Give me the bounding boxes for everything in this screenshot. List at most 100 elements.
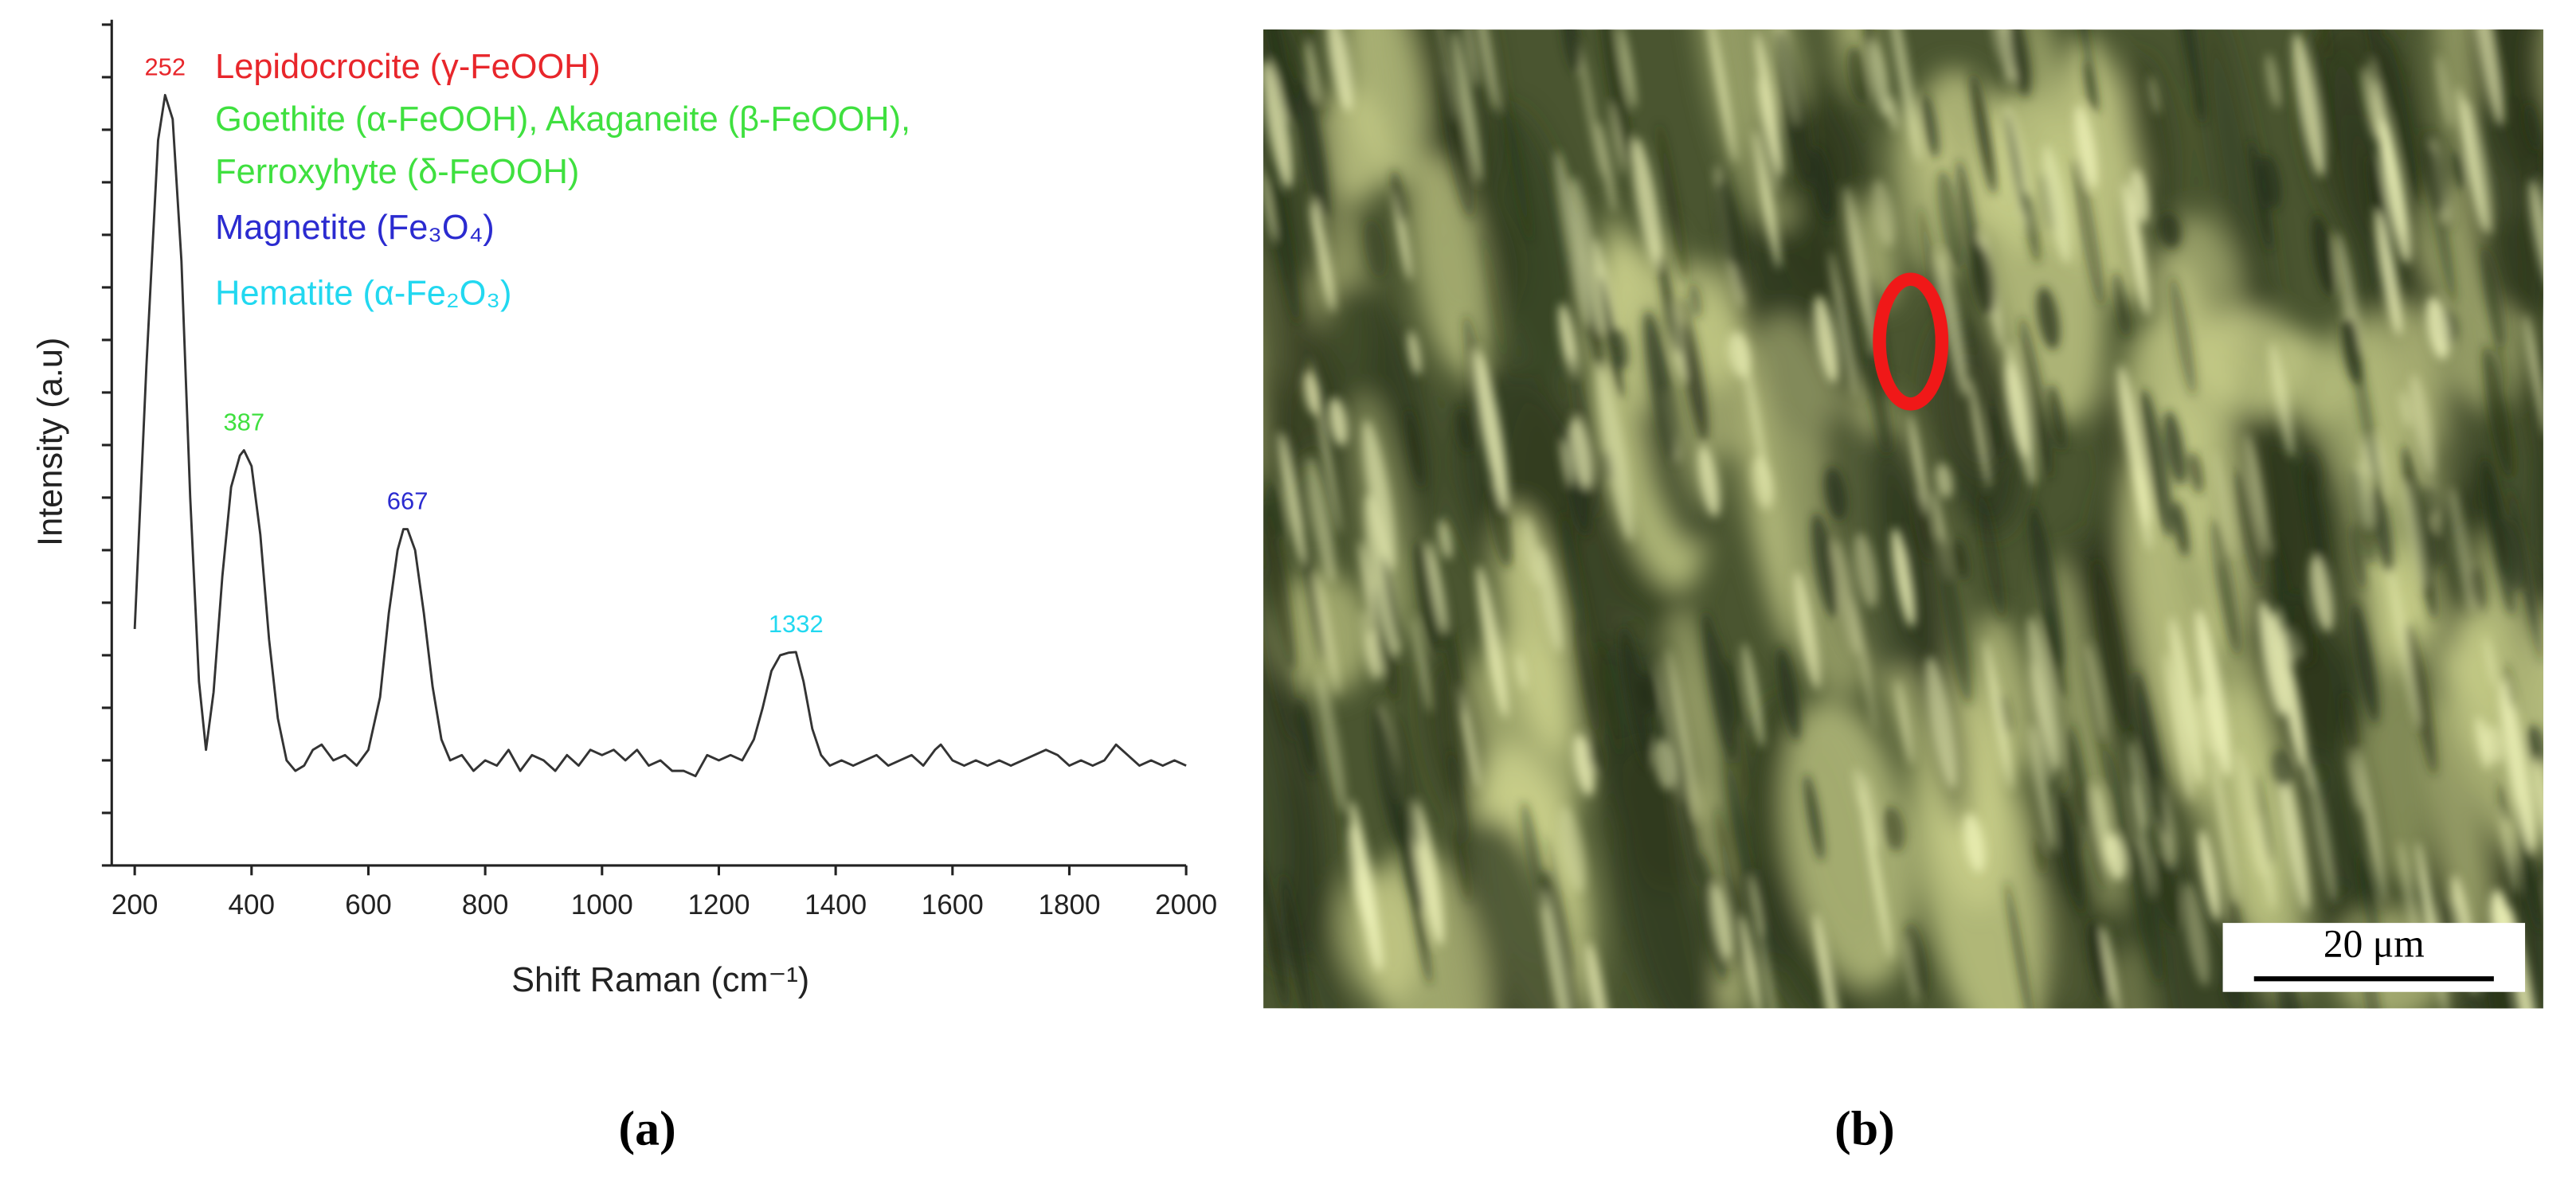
texture-streak — [2273, 750, 2293, 787]
texture-streak — [2523, 102, 2541, 151]
spectrum-line — [133, 93, 1187, 778]
texture-streak — [1841, 284, 1859, 381]
texture-blob — [1185, 137, 1274, 484]
texture-streak — [1360, 610, 1378, 683]
texture-streak — [2398, 840, 2420, 946]
texture-streak — [1560, 510, 1587, 637]
texture-blob — [2024, 29, 2082, 266]
texture-streak — [2159, 213, 2181, 248]
texture-streak — [2235, 468, 2262, 588]
texture-blob — [1613, 737, 1723, 1009]
texture-blob — [1263, 604, 1326, 968]
texture-blob — [1498, 506, 1573, 754]
texture-streak — [2122, 182, 2150, 316]
texture-streak — [2155, 852, 2180, 930]
texture-blob — [2549, 645, 2576, 784]
texture-streak — [2485, 636, 2496, 688]
texture-streak — [2425, 483, 2439, 518]
texture-streak — [1756, 76, 1779, 193]
texture-streak — [1726, 192, 1747, 290]
texture-streak — [1599, 29, 1631, 165]
texture-streak — [2073, 29, 2100, 115]
texture-streak — [2399, 389, 2410, 428]
texture-streak — [1697, 852, 1727, 983]
micrograph — [1092, 0, 2576, 1009]
texture-streak — [1239, 812, 1267, 893]
texture-streak — [1844, 185, 1877, 354]
texture-blob — [2124, 53, 2175, 205]
texture-streak — [2043, 604, 2065, 699]
texture-streak — [1575, 618, 1600, 739]
texture-streak — [1912, 490, 1932, 562]
texture-streak — [1570, 176, 1605, 334]
texture-streak — [2533, 757, 2543, 858]
texture-streak — [2351, 602, 2378, 724]
texture-streak — [2426, 296, 2449, 360]
texture-streak — [2487, 724, 2503, 764]
texture-streak — [1440, 67, 1474, 218]
texture-streak — [1462, 29, 1478, 88]
texture-streak — [2524, 314, 2543, 437]
texture-streak — [1315, 570, 1339, 696]
texture-streak — [1376, 694, 1407, 862]
x-tick-label: 600 — [345, 889, 391, 920]
legend-entry: Goethite (α-FeOOH), Akaganeite (β-FeOOH)… — [215, 100, 910, 139]
texture-streak — [1988, 29, 2010, 92]
texture-streak — [1171, 18, 1212, 161]
texture-streak — [2172, 29, 2204, 115]
texture-streak — [1999, 694, 2011, 735]
texture-streak — [2057, 790, 2081, 901]
texture-streak — [1846, 45, 1869, 104]
texture-streak — [1282, 873, 1311, 1009]
texture-streak — [1164, 209, 1190, 258]
texture-streak — [1658, 255, 1679, 355]
texture-streak — [1438, 518, 1452, 560]
texture-streak — [1392, 170, 1404, 223]
texture-blob — [1092, 93, 1229, 397]
texture-blob — [1832, 29, 1877, 92]
texture-streak — [1456, 408, 1473, 453]
texture-streak — [2362, 66, 2378, 141]
texture-streak — [1406, 408, 1423, 488]
texture-streak — [1222, 57, 1259, 184]
texture-streak — [1678, 295, 1709, 437]
texture-streak — [2303, 450, 2323, 490]
texture-streak — [1921, 94, 1940, 158]
texture-streak — [2036, 287, 2060, 350]
texture-streak — [2255, 814, 2276, 911]
texture-streak — [1971, 242, 1996, 316]
texture-streak — [1517, 652, 1527, 690]
texture-streak — [2498, 782, 2510, 825]
texture-streak — [2436, 54, 2453, 130]
texture-streak — [2149, 75, 2159, 115]
texture-streak — [2183, 881, 2210, 987]
texture-streak — [2427, 530, 2448, 567]
texture-streak — [2361, 29, 2392, 117]
texture-streak — [1160, 190, 1201, 312]
texture-streak — [2273, 539, 2298, 669]
texture-streak — [2542, 0, 2570, 76]
texture-streak — [1969, 377, 1990, 489]
x-tick-label: 800 — [462, 889, 508, 920]
texture-streak — [1263, 148, 1275, 242]
texture-streak — [1196, 416, 1211, 460]
texture-streak — [2004, 361, 2030, 459]
x-tick-label: 1400 — [805, 889, 867, 920]
texture-streak — [2019, 316, 2053, 479]
texture-streak — [1937, 251, 1968, 397]
texture-streak — [1621, 627, 1651, 768]
texture-blob — [2331, 42, 2395, 352]
texture-streak — [1577, 37, 1603, 178]
texture-streak — [2476, 716, 2491, 770]
texture-streak — [2173, 500, 2189, 557]
texture-streak — [1852, 596, 1877, 732]
texture-streak — [1756, 918, 1784, 1009]
texture-streak — [2042, 145, 2071, 264]
texture-streak — [1882, 806, 1905, 852]
texture-streak — [1200, 405, 1220, 496]
texture-streak — [2499, 679, 2535, 853]
texture-streak — [2348, 752, 2362, 812]
texture-streak — [1169, 546, 1189, 607]
texture-streak — [1829, 250, 1858, 399]
texture-streak — [2102, 925, 2120, 1009]
